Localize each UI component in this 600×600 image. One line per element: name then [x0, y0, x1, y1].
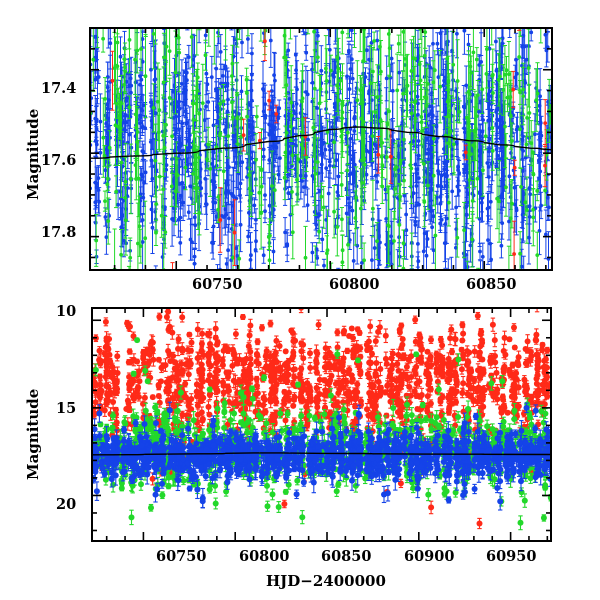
- model-trend-curve: [92, 452, 551, 456]
- top-panel-axes-frame: [89, 27, 553, 271]
- top-panel-xtick-0: 60750: [192, 276, 242, 293]
- bottom-panel-ytick-0: 10: [56, 303, 76, 320]
- bottom-panel-y-axis-label: Magnitude: [24, 389, 42, 480]
- top-panel-data-layer: [90, 28, 552, 270]
- top-panel-xtick-2: 60850: [466, 276, 516, 293]
- series-green-band: [90, 28, 552, 270]
- bottom-panel-xtick-4: 60950: [486, 548, 536, 565]
- model-trend-curve: [90, 126, 552, 159]
- bottom-panel-xtick-3: 60900: [404, 548, 454, 565]
- x-axis-label: HJD−2400000: [266, 572, 386, 590]
- top-panel-xtick-1: 60800: [329, 276, 379, 293]
- bottom-panel-xtick-0: 60750: [156, 548, 206, 565]
- top-panel-ytick-0: 17.4: [41, 80, 76, 97]
- bottom-panel-data-layer: [92, 308, 551, 531]
- bottom-panel: Magnitude 10 15 20 60750 60800 60850 609…: [0, 300, 600, 600]
- bottom-panel-xtick-1: 60800: [239, 548, 289, 565]
- top-panel-y-axis-label: Magnitude: [24, 109, 42, 200]
- bottom-panel-ytick-1: 15: [56, 400, 76, 417]
- bottom-panel-axes-frame: [91, 307, 552, 542]
- top-panel-ytick-2: 17.8: [41, 224, 76, 241]
- top-panel-ticks: [90, 27, 552, 270]
- top-panel-ytick-1: 17.6: [41, 152, 76, 169]
- top-panel: Magnitude 17.4 17.6 17.8 60750 60800 608…: [24, 27, 553, 293]
- bottom-panel-xtick-2: 60850: [321, 548, 371, 565]
- bottom-panel-canvas: [91, 307, 552, 542]
- bottom-panel-ytick-2: 20: [56, 496, 76, 513]
- series-red-band: [110, 28, 548, 270]
- top-panel-canvas: [89, 27, 553, 271]
- bottom-panel-ticks: [92, 308, 551, 541]
